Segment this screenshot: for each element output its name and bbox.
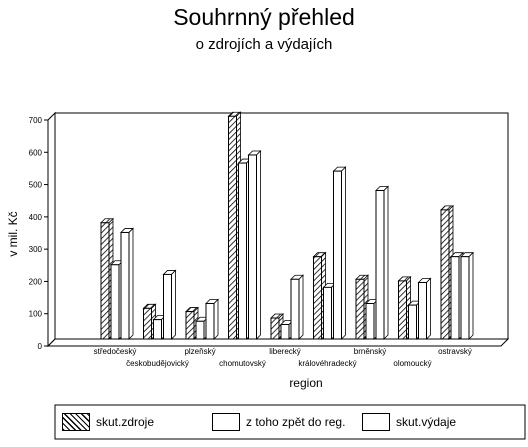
x-tick-label: chomutovský (219, 359, 266, 368)
bar-z-toho-zp-t-do-reg- (365, 302, 375, 340)
legend-label-z-toho-zpet: z toho zpět do reg. (246, 415, 346, 429)
bar-skut-v-daje (375, 189, 385, 340)
x-tick-label: plzeňský (184, 347, 215, 356)
plot-floor (46, 338, 510, 347)
bar-skut-zdroje (100, 222, 110, 340)
bar-skut-v-daje-side (426, 277, 431, 340)
y-tick-label: 400 (29, 213, 43, 222)
bar-z-toho-zp-t-do-reg- (450, 256, 460, 340)
chart-title: Souhrnný přehled (173, 4, 355, 30)
bar-skut-v-daje (120, 231, 130, 340)
bar-z-toho-zp-t-do-reg- (280, 323, 290, 340)
x-tick-label: liberecký (269, 347, 301, 356)
bar-skut-zdroje (270, 317, 280, 340)
plot-side-wall (47, 111, 56, 348)
x-tick-label: olomoucký (393, 359, 431, 368)
y-axis-title: v mil. Kč (6, 211, 20, 256)
bar-skut-zdroje (355, 278, 365, 340)
legend-label-skut-vydaje: skut.výdaje (396, 415, 457, 429)
x-tick-label: královéhradecký (298, 359, 356, 368)
legend-frame (54, 404, 526, 440)
bar-skut-zdroje (143, 307, 152, 340)
bar-skut-v-daje (333, 170, 342, 340)
bar-skut-v-daje (460, 256, 470, 340)
legend-swatch-white (212, 413, 240, 431)
bar-skut-v-daje (163, 273, 172, 340)
bar-skut-v-daje-side (383, 185, 389, 340)
bar-skut-v-daje-side (341, 166, 346, 340)
bar-skut-v-daje (205, 302, 215, 340)
x-tick-label: ostravský (438, 347, 472, 356)
bar-skut-v-daje (418, 282, 427, 340)
x-axis-title: region (289, 376, 322, 390)
y-tick-label: 600 (29, 148, 43, 157)
y-tick-label: 0 (38, 342, 43, 351)
bar-z-toho-zp-t-do-reg- (195, 320, 205, 340)
bar-skut-zdroje (398, 280, 407, 340)
y-tick-label: 700 (29, 116, 43, 125)
y-tick-label: 100 (29, 310, 43, 319)
bar-z-toho-zp-t-do-reg- (153, 319, 162, 340)
bar-skut-zdroje (228, 115, 237, 340)
bar-skut-v-daje-side (128, 227, 134, 340)
legend-swatch-white (362, 413, 390, 431)
bar-skut-v-daje-side (256, 150, 261, 340)
y-tick-label: 200 (29, 277, 43, 286)
bar-skut-v-daje-side (213, 298, 219, 340)
bar-z-toho-zp-t-do-reg- (323, 286, 332, 340)
bar-skut-zdroje (185, 311, 195, 340)
x-tick-label: českobudějovický (126, 359, 189, 368)
legend-label-skut-zdroje: skut.zdroje (96, 415, 155, 429)
x-tick-label: středočeský (94, 347, 137, 356)
y-tick-label: 300 (29, 245, 43, 254)
chart-subtitle: o zdrojích a výdajích (195, 36, 333, 53)
y-tick-label: 500 (29, 181, 43, 190)
bar-skut-v-daje-side (298, 274, 304, 340)
bar-skut-v-daje-side (468, 251, 474, 340)
bar-z-toho-zp-t-do-reg- (238, 162, 247, 340)
bar-skut-v-daje (248, 154, 257, 340)
bar-skut-zdroje (313, 256, 322, 340)
bar-z-toho-zp-t-do-reg- (408, 304, 417, 340)
bar-z-toho-zp-t-do-reg- (110, 264, 120, 340)
bar-skut-zdroje (440, 209, 450, 340)
bar-skut-v-daje (290, 278, 300, 340)
legend-swatch-hatched (62, 413, 90, 431)
bar-skut-v-daje-side (171, 269, 176, 340)
x-tick-label: brněnský (354, 347, 386, 356)
